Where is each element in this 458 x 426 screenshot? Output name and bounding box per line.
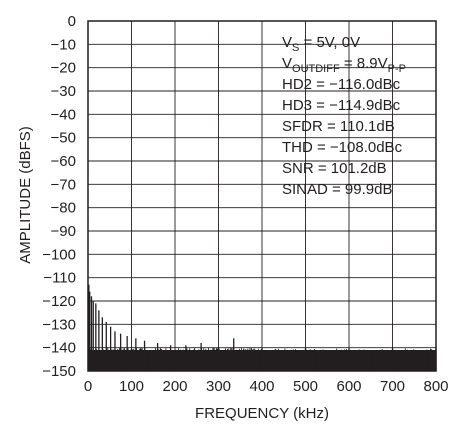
annotation-snr: SNR = 101.2dB: [282, 160, 387, 177]
y-tick-label: 0: [68, 13, 76, 30]
annotation-vs: VS = 5V, 0V: [282, 34, 360, 54]
y-tick-label: −50: [51, 130, 76, 147]
x-tick-label: 400: [249, 378, 274, 395]
x-tick-label: 700: [380, 378, 405, 395]
y-tick-label: −140: [42, 340, 76, 357]
y-tick-label: −30: [51, 83, 76, 100]
annotation-vout: VOUTDIFF = 8.9VP-P: [282, 55, 406, 75]
y-tick-label: −60: [51, 153, 76, 170]
x-tick-label: 200: [162, 378, 187, 395]
x-tick-labels: 0 100 200 300 400 500 600 700 800: [84, 378, 449, 395]
y-tick-label: −130: [42, 316, 76, 333]
x-tick-label: 500: [293, 378, 318, 395]
y-tick-labels: 0 −10 −20 −30 −40 −50 −60 −70 −80 −90 −100 −110 −120…: [42, 13, 76, 380]
x-axis-title: FREQUENCY (kHz): [195, 405, 329, 422]
annotation-block: VS = 5V, 0V VOUTDIFF = 8.9VP-P HD2 = −11…: [282, 34, 406, 198]
y-tick-label: −10: [51, 36, 76, 53]
x-tick-label: 300: [206, 378, 231, 395]
y-tick-label: −70: [51, 176, 76, 193]
y-tick-label: −100: [42, 246, 76, 263]
annotation-hd2: HD2 = −116.0dBc: [282, 76, 401, 93]
annotation-thd: THD = −108.0dBc: [282, 139, 403, 156]
x-tick-label: 100: [119, 378, 144, 395]
annotation-sfdr: SFDR = 110.1dB: [282, 118, 395, 135]
x-tick-label: 800: [423, 378, 448, 395]
y-tick-label: −80: [51, 200, 76, 217]
y-tick-label: −40: [51, 106, 76, 123]
y-axis-title: AMPLITUDE (dBFS): [17, 126, 34, 264]
y-tick-label: −20: [51, 60, 76, 77]
annotation-hd3: HD3 = −114.9dBc: [282, 97, 401, 114]
annotation-sinad: SINAD = 99.9dB: [282, 181, 392, 198]
x-tick-label: 0: [84, 378, 92, 395]
y-tick-label: −110: [43, 270, 76, 287]
y-tick-label: −150: [42, 363, 76, 380]
x-tick-label: 600: [336, 378, 361, 395]
y-tick-label: −120: [42, 293, 76, 310]
y-tick-label: −90: [51, 223, 76, 240]
